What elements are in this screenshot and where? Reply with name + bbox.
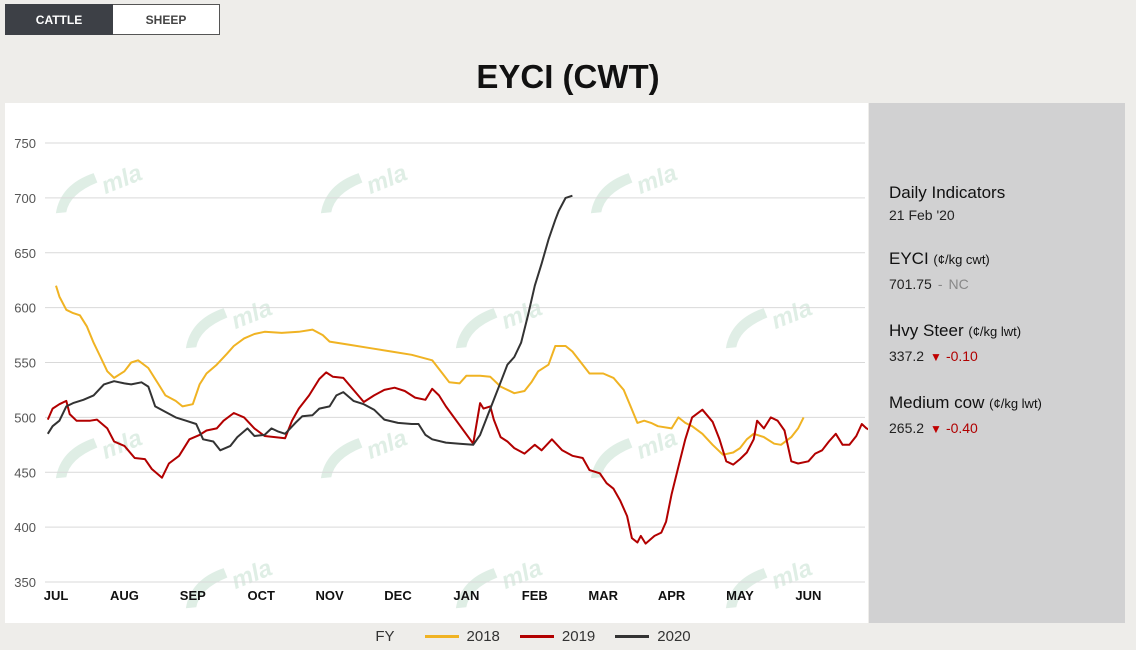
medium-cow-name: Medium cow [889, 393, 985, 412]
y-tick-label: 350 [14, 575, 36, 590]
y-axis-ticks: 350 400 450 500 550 600 650 700 750 [14, 136, 36, 590]
eyci-separator: - [937, 276, 943, 292]
watermark-text: mla [363, 159, 411, 200]
medium-cow-change: -0.40 [945, 420, 978, 436]
medium-cow-indicator-value: 265.2 ▼ -0.40 [889, 420, 978, 436]
watermark-text: mla [363, 424, 411, 465]
y-tick-label: 700 [14, 191, 36, 206]
hvy-steer-indicator-value: 337.2 ▼ -0.10 [889, 348, 978, 364]
grid-lines [45, 142, 865, 583]
eyci-change: NC [948, 276, 969, 292]
series-line-2020 [46, 194, 573, 452]
x-tick-label: APR [658, 588, 686, 603]
legend-item-2018[interactable]: 2018 [424, 627, 500, 645]
x-tick-label: JUL [44, 588, 69, 603]
daily-indicators-panel: Daily Indicators 21 Feb '20 EYCI (¢/kg c… [869, 103, 1125, 623]
legend-item-2019[interactable]: 2019 [519, 627, 596, 645]
mla-watermark: mla [590, 159, 681, 214]
watermark-text: mla [633, 424, 681, 465]
x-tick-label: FEB [522, 588, 548, 603]
eyci-name: EYCI [889, 249, 929, 268]
tab-cattle[interactable]: CATTLE [5, 4, 113, 35]
legend-item-2020[interactable]: 2020 [615, 627, 691, 645]
mla-watermark: mla [455, 554, 546, 609]
series-line-2018 [55, 285, 805, 456]
hvy-steer-unit: (¢/kg lwt) [968, 324, 1022, 339]
mla-watermark: mla [320, 159, 411, 214]
hvy-steer-indicator-label: Hvy Steer (¢/kg lwt) [889, 321, 1021, 341]
mla-watermark: mla [320, 424, 411, 479]
chart-area: mla mla mla mla mla mla mla mla mla mla mla mla 350… [5, 103, 886, 623]
down-arrow-icon: ▼ [930, 422, 942, 436]
eyci-value: 701.75 [889, 276, 932, 292]
tab-sheep[interactable]: SHEEP [113, 4, 220, 35]
eyci-indicator-label: EYCI (¢/kg cwt) [889, 249, 990, 269]
medium-cow-unit: (¢/kg lwt) [989, 396, 1042, 411]
y-tick-label: 750 [14, 136, 36, 151]
mla-watermark: mla [590, 424, 681, 479]
eyci-unit: (¢/kg cwt) [933, 252, 990, 267]
legend-label: 2018 [466, 627, 500, 645]
x-tick-label: SEP [180, 588, 206, 603]
chart-title: EYCI (CWT) [476, 58, 660, 95]
y-tick-label: 650 [14, 246, 36, 261]
x-tick-label: OCT [247, 588, 275, 603]
series-lines [46, 194, 886, 545]
indicators-date: 21 Feb '20 [889, 207, 955, 223]
legend-label: 2019 [561, 627, 596, 645]
y-tick-label: 400 [14, 520, 36, 535]
x-tick-label: NOV [316, 588, 345, 603]
watermark-text: mla [498, 294, 546, 335]
legend-swatch [519, 634, 554, 638]
medium-cow-indicator-label: Medium cow (¢/kg lwt) [889, 393, 1042, 413]
y-tick-label: 600 [14, 301, 36, 316]
legend-title: FY [375, 627, 395, 645]
mla-watermark: mla [725, 554, 816, 609]
mla-watermark: mla [55, 159, 146, 214]
watermark-text: mla [228, 294, 276, 335]
indicators-heading: Daily Indicators [889, 183, 1006, 202]
watermark-text: mla [768, 294, 816, 335]
x-tick-label: JAN [453, 588, 479, 603]
medium-cow-value: 265.2 [889, 420, 925, 436]
chart-legend: FY 2018 2019 2020 [0, 624, 1136, 648]
x-tick-label: JUN [795, 588, 821, 603]
legend-label: 2020 [657, 627, 691, 645]
hvy-steer-name: Hvy Steer [889, 321, 964, 340]
x-tick-label: MAY [726, 588, 754, 603]
y-tick-label: 500 [14, 410, 36, 425]
x-tick-label: AUG [110, 588, 139, 603]
legend-swatch [615, 634, 650, 638]
x-axis-ticks: JUL AUG SEP OCT NOV DEC JAN FEB MAR APR MAY JUN [44, 588, 822, 603]
down-arrow-icon: ▼ [930, 350, 942, 364]
mla-watermark: mla [725, 294, 816, 349]
hvy-steer-value: 337.2 [889, 348, 925, 364]
series-line-2019 [46, 371, 886, 545]
mla-watermark: mla [185, 554, 276, 609]
legend-swatch [424, 634, 459, 638]
mla-watermark: mla [185, 294, 276, 349]
watermark-text: mla [98, 159, 146, 200]
eyci-indicator-value: 701.75- NC [889, 276, 969, 292]
y-tick-label: 550 [14, 356, 36, 371]
watermark-text: mla [633, 159, 681, 200]
x-tick-label: MAR [588, 588, 618, 603]
hvy-steer-change: -0.10 [945, 348, 978, 364]
y-tick-label: 450 [14, 465, 36, 480]
x-tick-label: DEC [384, 588, 412, 603]
species-tabs: CATTLE SHEEP [5, 4, 220, 35]
